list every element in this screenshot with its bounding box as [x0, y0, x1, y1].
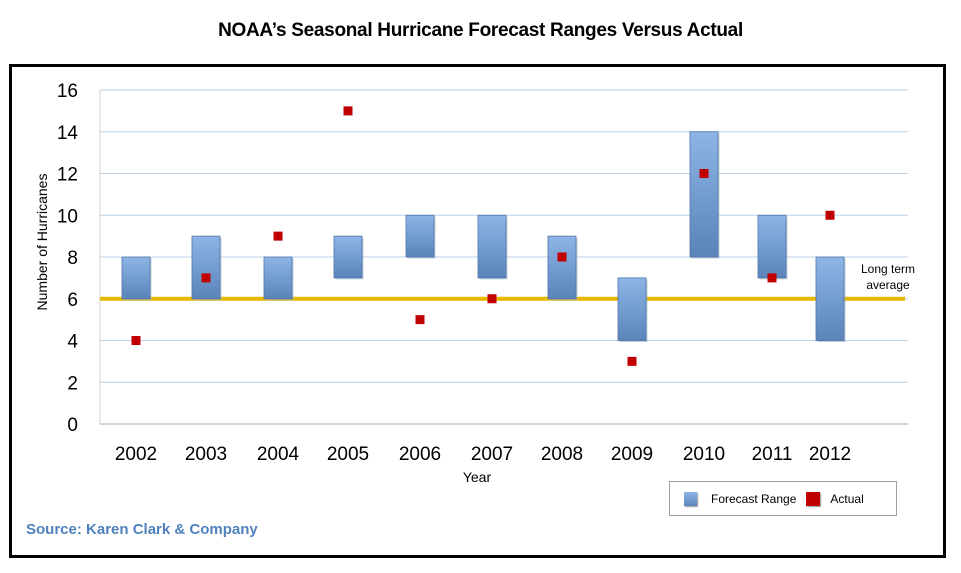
x-tick-label: 2003 [185, 444, 227, 465]
x-tick-label: 2002 [115, 444, 157, 465]
gridlines [99, 89, 908, 425]
forecast-range-bar [815, 256, 845, 341]
forecast-range-bar [477, 214, 507, 279]
forecast-range-bar [405, 214, 435, 258]
forecast-range-bar [689, 131, 719, 258]
x-tick-labels: 2002 2003 2004 2005 2006 2007 2008 2009 2010 2011… [115, 444, 851, 465]
actual-point [131, 336, 141, 345]
y-tick-label: 12 [57, 165, 78, 186]
actual-point [627, 356, 637, 366]
actual-point [201, 273, 211, 283]
x-tick-label: 2008 [541, 444, 583, 465]
y-tick-label: 2 [67, 373, 78, 394]
y-tick-label: 8 [67, 248, 78, 269]
x-tick-label: 2007 [471, 444, 513, 465]
x-tick-label: 2010 [683, 444, 725, 465]
legend-forecast-range-swatch [684, 491, 697, 506]
forecast-range-bar [547, 235, 577, 300]
legend-actual-swatch [806, 491, 821, 506]
y-tick-label: 4 [67, 332, 78, 353]
forecast-range-bar [263, 256, 293, 300]
actual-points [131, 106, 835, 366]
chart-frame [9, 64, 946, 558]
actual-point [825, 210, 835, 220]
y-tick-labels: 0 2 4 6 8 10 12 14 16 [57, 81, 79, 436]
y-tick-label: 0 [67, 415, 78, 436]
x-tick-label: 2012 [809, 444, 851, 465]
actual-point [487, 294, 497, 304]
y-tick-label: 6 [67, 290, 78, 311]
forecast-range-bar [617, 277, 647, 341]
actual-point [415, 315, 425, 325]
x-axis-label: Year [463, 469, 492, 485]
y-tick-label: 14 [57, 123, 79, 144]
legend-forecast-range-label: Forecast Range [711, 491, 797, 506]
x-tick-label: 2005 [327, 444, 369, 465]
forecast-range-bar [757, 214, 787, 279]
actual-point [699, 169, 709, 178]
long-term-average-label-line1: Long term [861, 262, 915, 276]
actual-point [273, 231, 283, 241]
legend-actual-label: Actual [830, 491, 864, 506]
chart-title: NOAA’s Seasonal Hurricane Forecast Range… [218, 20, 743, 41]
forecast-range-bar [191, 235, 221, 300]
y-axis-label: Number of Hurricanes [34, 174, 50, 311]
x-tick-label: 2011 [752, 444, 793, 465]
y-tick-label: 16 [57, 81, 78, 102]
x-tick-label: 2006 [399, 444, 441, 465]
y-tick-label: 10 [57, 206, 78, 227]
legend: Forecast Range Actual [669, 481, 897, 516]
x-tick-label: 2004 [257, 444, 300, 465]
actual-point [557, 252, 567, 262]
forecast-range-bars [121, 131, 846, 342]
actual-point [343, 106, 353, 116]
x-tick-label: 2009 [611, 444, 653, 465]
long-term-average-label-line2: average [866, 278, 910, 292]
forecast-range-bar [121, 256, 151, 300]
actual-point [767, 273, 777, 283]
forecast-range-bar [333, 235, 363, 279]
source-note: Source: Karen Clark & Company [26, 521, 258, 538]
